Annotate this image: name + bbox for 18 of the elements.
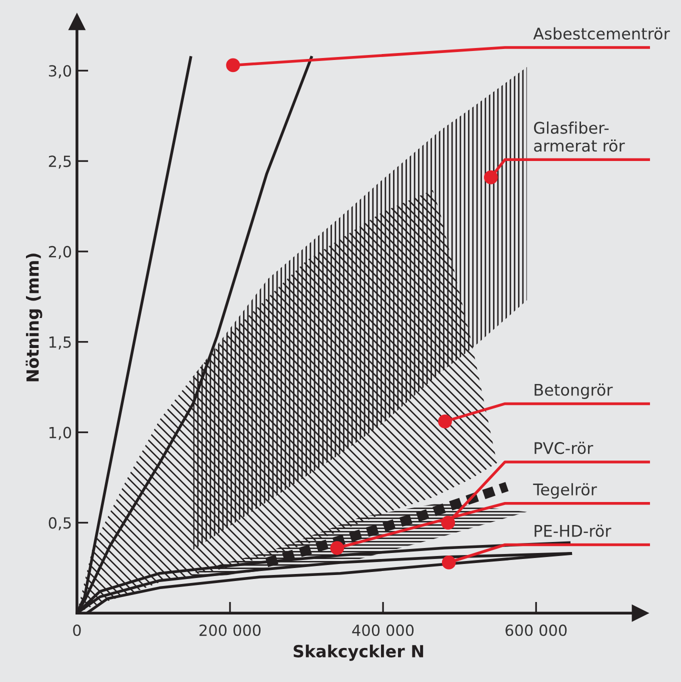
y-tick-label: 1,0 bbox=[49, 426, 72, 440]
y-tick-label: 1,5 bbox=[49, 336, 71, 350]
annotation: Asbestcementrör bbox=[533, 27, 670, 40]
y-tick-label: 0,5 bbox=[48, 517, 71, 530]
annotation: PVC-rör bbox=[534, 442, 594, 454]
annotation: Tegelrör bbox=[533, 483, 597, 499]
y-tick-label: 3,0 bbox=[48, 65, 72, 78]
x-axis-title: Skakcyckler N bbox=[294, 644, 424, 661]
x-tick-label: 200 000 bbox=[200, 624, 261, 636]
x-tick-label: 600 000 bbox=[506, 624, 567, 636]
x-tick-label: 0 bbox=[73, 624, 81, 636]
x-tick-label: 400 000 bbox=[352, 624, 414, 636]
y-tick-label: 2,5 bbox=[48, 156, 71, 169]
y-axis-title: Nötning (mm) bbox=[26, 254, 42, 382]
annotation: Betongrör bbox=[534, 384, 613, 399]
annotation: Glasfiber- armerat rör bbox=[534, 122, 625, 152]
y-tick-label: 2,0 bbox=[48, 246, 72, 260]
annotation: PE-HD-rör bbox=[534, 524, 612, 537]
